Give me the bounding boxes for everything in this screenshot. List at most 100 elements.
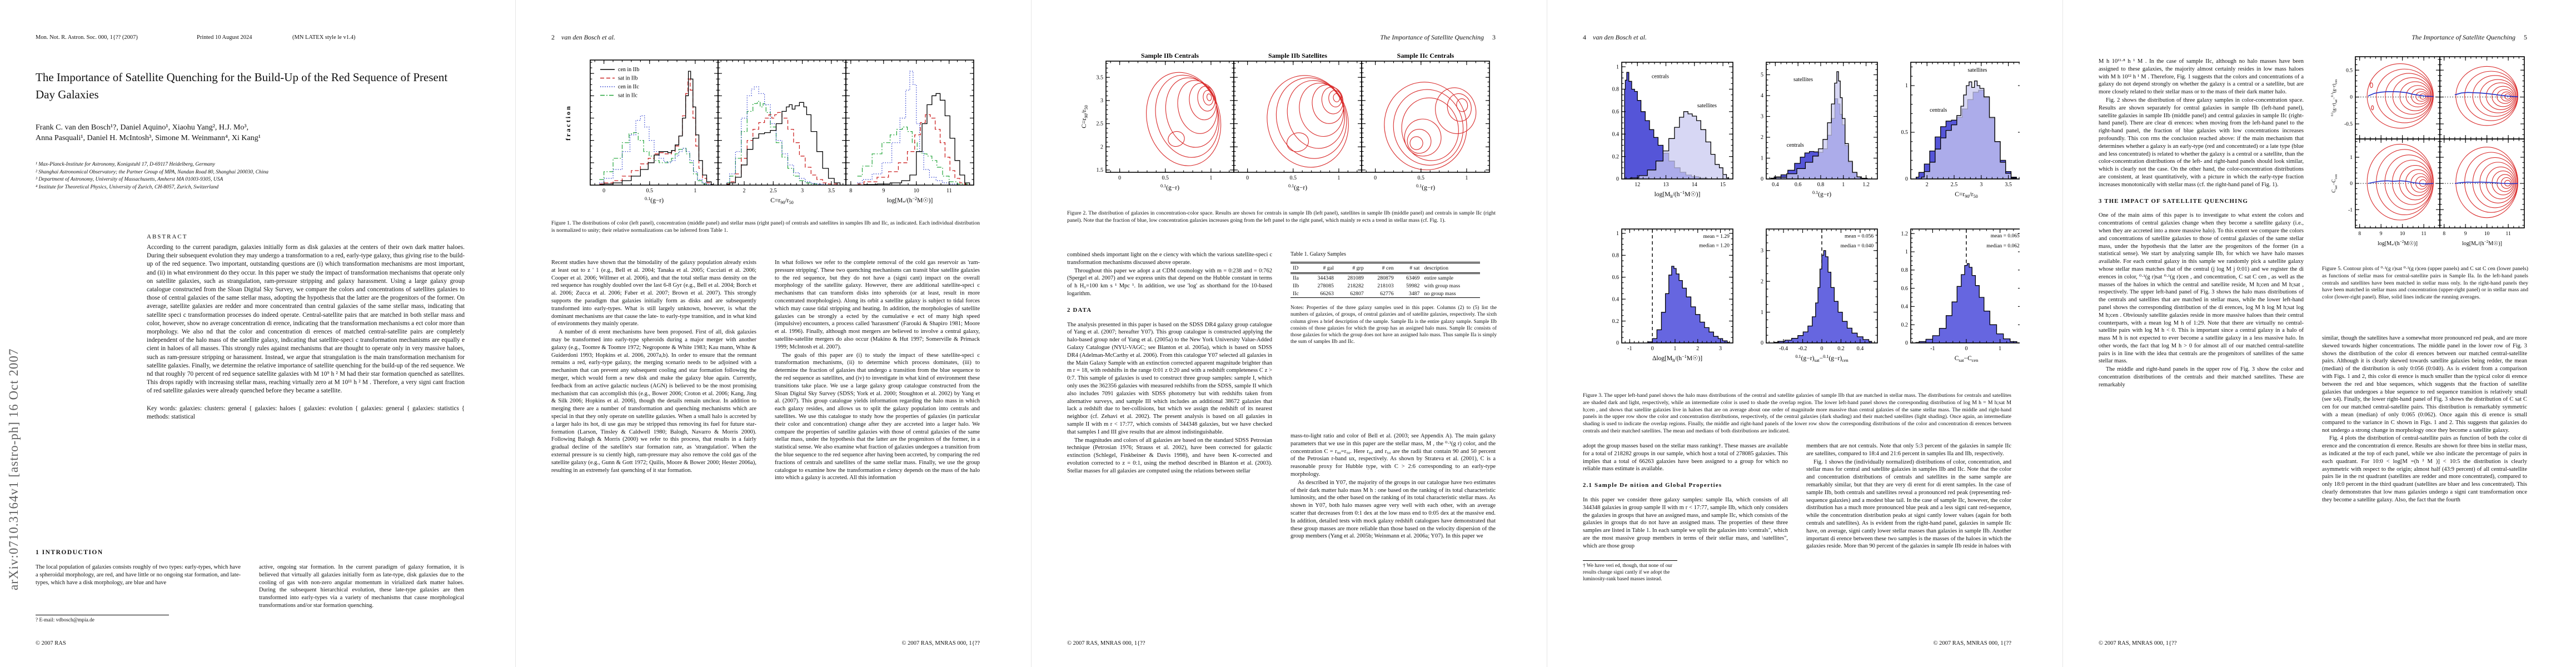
svg-text:0: 0: [1616, 340, 1619, 346]
figure-5: -0.5 0 0.5 0.1(g−r)sat−0.1(g−r)cen 8 9 10 11 -1 0…: [2312, 49, 2534, 264]
journal-ref: Mon. Not. R. Astron. Soc. 000, 1{?? (200…: [36, 34, 138, 41]
column-header: # sat: [1409, 265, 1420, 271]
svg-text:Sample IIb Satellites: Sample IIb Satellites: [1268, 52, 1327, 59]
email-footnote: ? E-mail: vdbosch@mpia.de: [36, 615, 169, 624]
svg-text:-1: -1: [2348, 207, 2353, 213]
table-1-grid: ID # gal # grp # cen # sat description IIa 344…: [1291, 262, 1481, 298]
svg-text:0: 0: [602, 188, 605, 194]
figure-3-chart: 12 13 14 1500.20.40.60.81log[Mh/(h−1M☉)]cen…: [1612, 62, 2022, 363]
figure-5-chart: -0.5 0 0.5 0.1(g−r)sat−0.1(g−r)cen 8 9 10 11 -1 0…: [2331, 56, 2525, 248]
svg-text:0.5: 0.5: [1162, 175, 1169, 181]
svg-text:1: 1: [1842, 182, 1845, 188]
page2-column-left: Recent studies have shown that the bimod…: [551, 259, 756, 638]
figure-2-chart: 0 0.5 1 1.5 2 2.5 3 3.5 Sample IIb Centrals 0.1(g…: [1081, 52, 1490, 191]
svg-text:C=r90/r50: C=r90/r50: [1081, 105, 1089, 128]
column-header: # cen: [1382, 265, 1394, 271]
paragraph: A number of di erent mechanisms have bee…: [551, 329, 756, 474]
table-1-title: Table 1. Galaxy Samples: [1291, 251, 1346, 257]
page1-footer: © 2007 RAS: [36, 640, 66, 646]
svg-text:sat in IIc: sat in IIc: [618, 93, 638, 99]
svg-text:2: 2: [1761, 278, 1763, 285]
svg-text:0.8: 0.8: [1901, 267, 1909, 273]
svg-text:0.4: 0.4: [1612, 296, 1620, 302]
paragraph: The magnitudes and colors of all galaxie…: [1067, 437, 1272, 474]
svg-text:0: 0: [1246, 175, 1249, 181]
svg-text:1: 1: [1209, 175, 1212, 181]
svg-text:centrals: centrals: [1787, 142, 1804, 148]
page4-footer: © 2007 RAS, MNRAS 000, 1{??: [1933, 640, 2011, 646]
paragraph: Fig. 1 shows the (individually normalize…: [1806, 459, 2011, 550]
svg-text:3.5: 3.5: [1097, 74, 1104, 81]
svg-text:1: 1: [1465, 175, 1468, 181]
page-number: 2: [551, 33, 555, 41]
authors-line-2: Anna Pasquali¹, Daniel H. McIntosh³, Sim…: [36, 134, 261, 142]
svg-text:0.2: 0.2: [1901, 322, 1909, 328]
svg-text:0.2: 0.2: [1612, 318, 1620, 325]
author-list: Frank C. van den Bosch¹?, Daniel Aquino¹…: [36, 122, 469, 143]
figure-3: 12 13 14 15 0 0.2 0.4 0.6 0.8 1 log[Mh/(h−1M☉)] cen…: [1575, 51, 2022, 396]
paragraph: combined sheds important light on the e …: [1067, 252, 1272, 266]
affiliation-line: ¹ Max-Planck-Institute for Astronomy, Ko…: [36, 162, 215, 167]
svg-text:0.6: 0.6: [1612, 109, 1620, 115]
affiliations: ¹ Max-Planck-Institute for Astronomy, Ko…: [36, 161, 458, 191]
svg-text:1: 1: [1761, 310, 1763, 316]
page5-running-head: The Importance of Satellite Quenching 5: [2099, 33, 2527, 42]
svg-text:0: 0: [1761, 176, 1763, 182]
paragraph: In what follows we refer to the complete…: [775, 260, 980, 350]
svg-text:1: 1: [1905, 249, 1908, 255]
latex-style-note: (MN LATEX style le v1.4): [292, 34, 356, 41]
svg-text:0.1(g−r): 0.1(g−r): [645, 196, 664, 204]
svg-text:9: 9: [2464, 231, 2467, 237]
svg-text:2: 2: [1696, 346, 1699, 352]
svg-text:-0.4: -0.4: [1779, 346, 1788, 352]
svg-text:0: 0: [1905, 176, 1908, 182]
svg-text:8: 8: [2443, 231, 2445, 237]
authors-line-1: Frank C. van den Bosch¹?, Daniel Aquino¹…: [36, 123, 249, 132]
svg-text:10: 10: [914, 188, 919, 194]
svg-text:0.1(g−r)sat−0.1(g−r)cen: 0.1(g−r)sat−0.1(g−r)cen: [2331, 79, 2338, 116]
svg-text:-0.5: -0.5: [2344, 122, 2353, 127]
svg-text:2: 2: [1926, 182, 1929, 188]
column-header: description: [1424, 265, 1448, 271]
page4-column-right: members that are not centrals. Note that…: [1806, 442, 2011, 640]
svg-text:cen in IIc: cen in IIc: [618, 84, 639, 90]
svg-text:0: 0: [1965, 346, 1968, 352]
running-title: The Importance of Satellite Quenching: [2411, 33, 2515, 41]
figure-3-caption: Figure 3. The upper left-hand panel show…: [1583, 392, 2011, 434]
paragraph: active, ongoing star formation. In the c…: [259, 564, 464, 609]
svg-text:0.4: 0.4: [1901, 304, 1909, 310]
svg-text:1: 1: [1616, 231, 1619, 237]
svg-text:0.4: 0.4: [1612, 131, 1620, 137]
column-header: # gal: [1323, 265, 1334, 271]
svg-text:0.1(g−r)sat−0.1(g−r)cen: 0.1(g−r)sat−0.1(g−r)cen: [1795, 354, 1848, 363]
page-number: 4: [1583, 33, 1586, 41]
figure-2-caption: Figure 2. The distribution of galaxies i…: [1067, 210, 1496, 223]
svg-text:3: 3: [1719, 346, 1722, 352]
footnote: † We have veri ed, though, that none of …: [1583, 560, 1677, 583]
svg-text:0: 0: [1821, 346, 1823, 352]
svg-text:0.6: 0.6: [1612, 275, 1620, 281]
svg-text:1: 1: [2350, 155, 2353, 161]
svg-text:2: 2: [1761, 135, 1763, 141]
page2-column-right: In what follows we refer to the complete…: [775, 259, 980, 638]
running-title: The Importance of Satellite Quenching: [1380, 33, 1484, 41]
svg-text:centrals: centrals: [1930, 107, 1947, 113]
table-row: IIc 66263 62807 62776 3487 no group mass: [1291, 290, 1481, 298]
svg-text:2: 2: [1100, 144, 1103, 150]
svg-text:C=r90/r50: C=r90/r50: [770, 197, 794, 205]
svg-text:11: 11: [946, 188, 952, 194]
running-authors: van den Bosch et al.: [1593, 33, 1647, 41]
svg-text:0.8: 0.8: [1612, 87, 1620, 93]
svg-text:log[M*/(h−2M☉)]: log[M*/(h−2M☉)]: [887, 196, 933, 205]
svg-text:14: 14: [1692, 182, 1697, 188]
page3-footer: © 2007 RAS, MNRAS 000, 1{??: [1067, 640, 1145, 646]
svg-text:sat in IIb: sat in IIb: [618, 76, 638, 82]
affiliation-line: ² Shanghai Astronomical Observatory; the…: [36, 169, 268, 175]
svg-text:0.1(g−r): 0.1(g−r): [1416, 183, 1435, 191]
paragraph: mass-to-light ratio and color of Bell et…: [1291, 433, 1496, 477]
svg-text:median = 1.20: median = 1.20: [1699, 243, 1730, 249]
svg-text:2.5: 2.5: [770, 188, 777, 194]
paper-title: The Importance of Satellite Quenching fo…: [36, 71, 448, 101]
table-row: IIa 344348 281089 280879 63469 entire sample: [1293, 275, 1453, 281]
svg-text:0.8: 0.8: [1612, 253, 1620, 259]
